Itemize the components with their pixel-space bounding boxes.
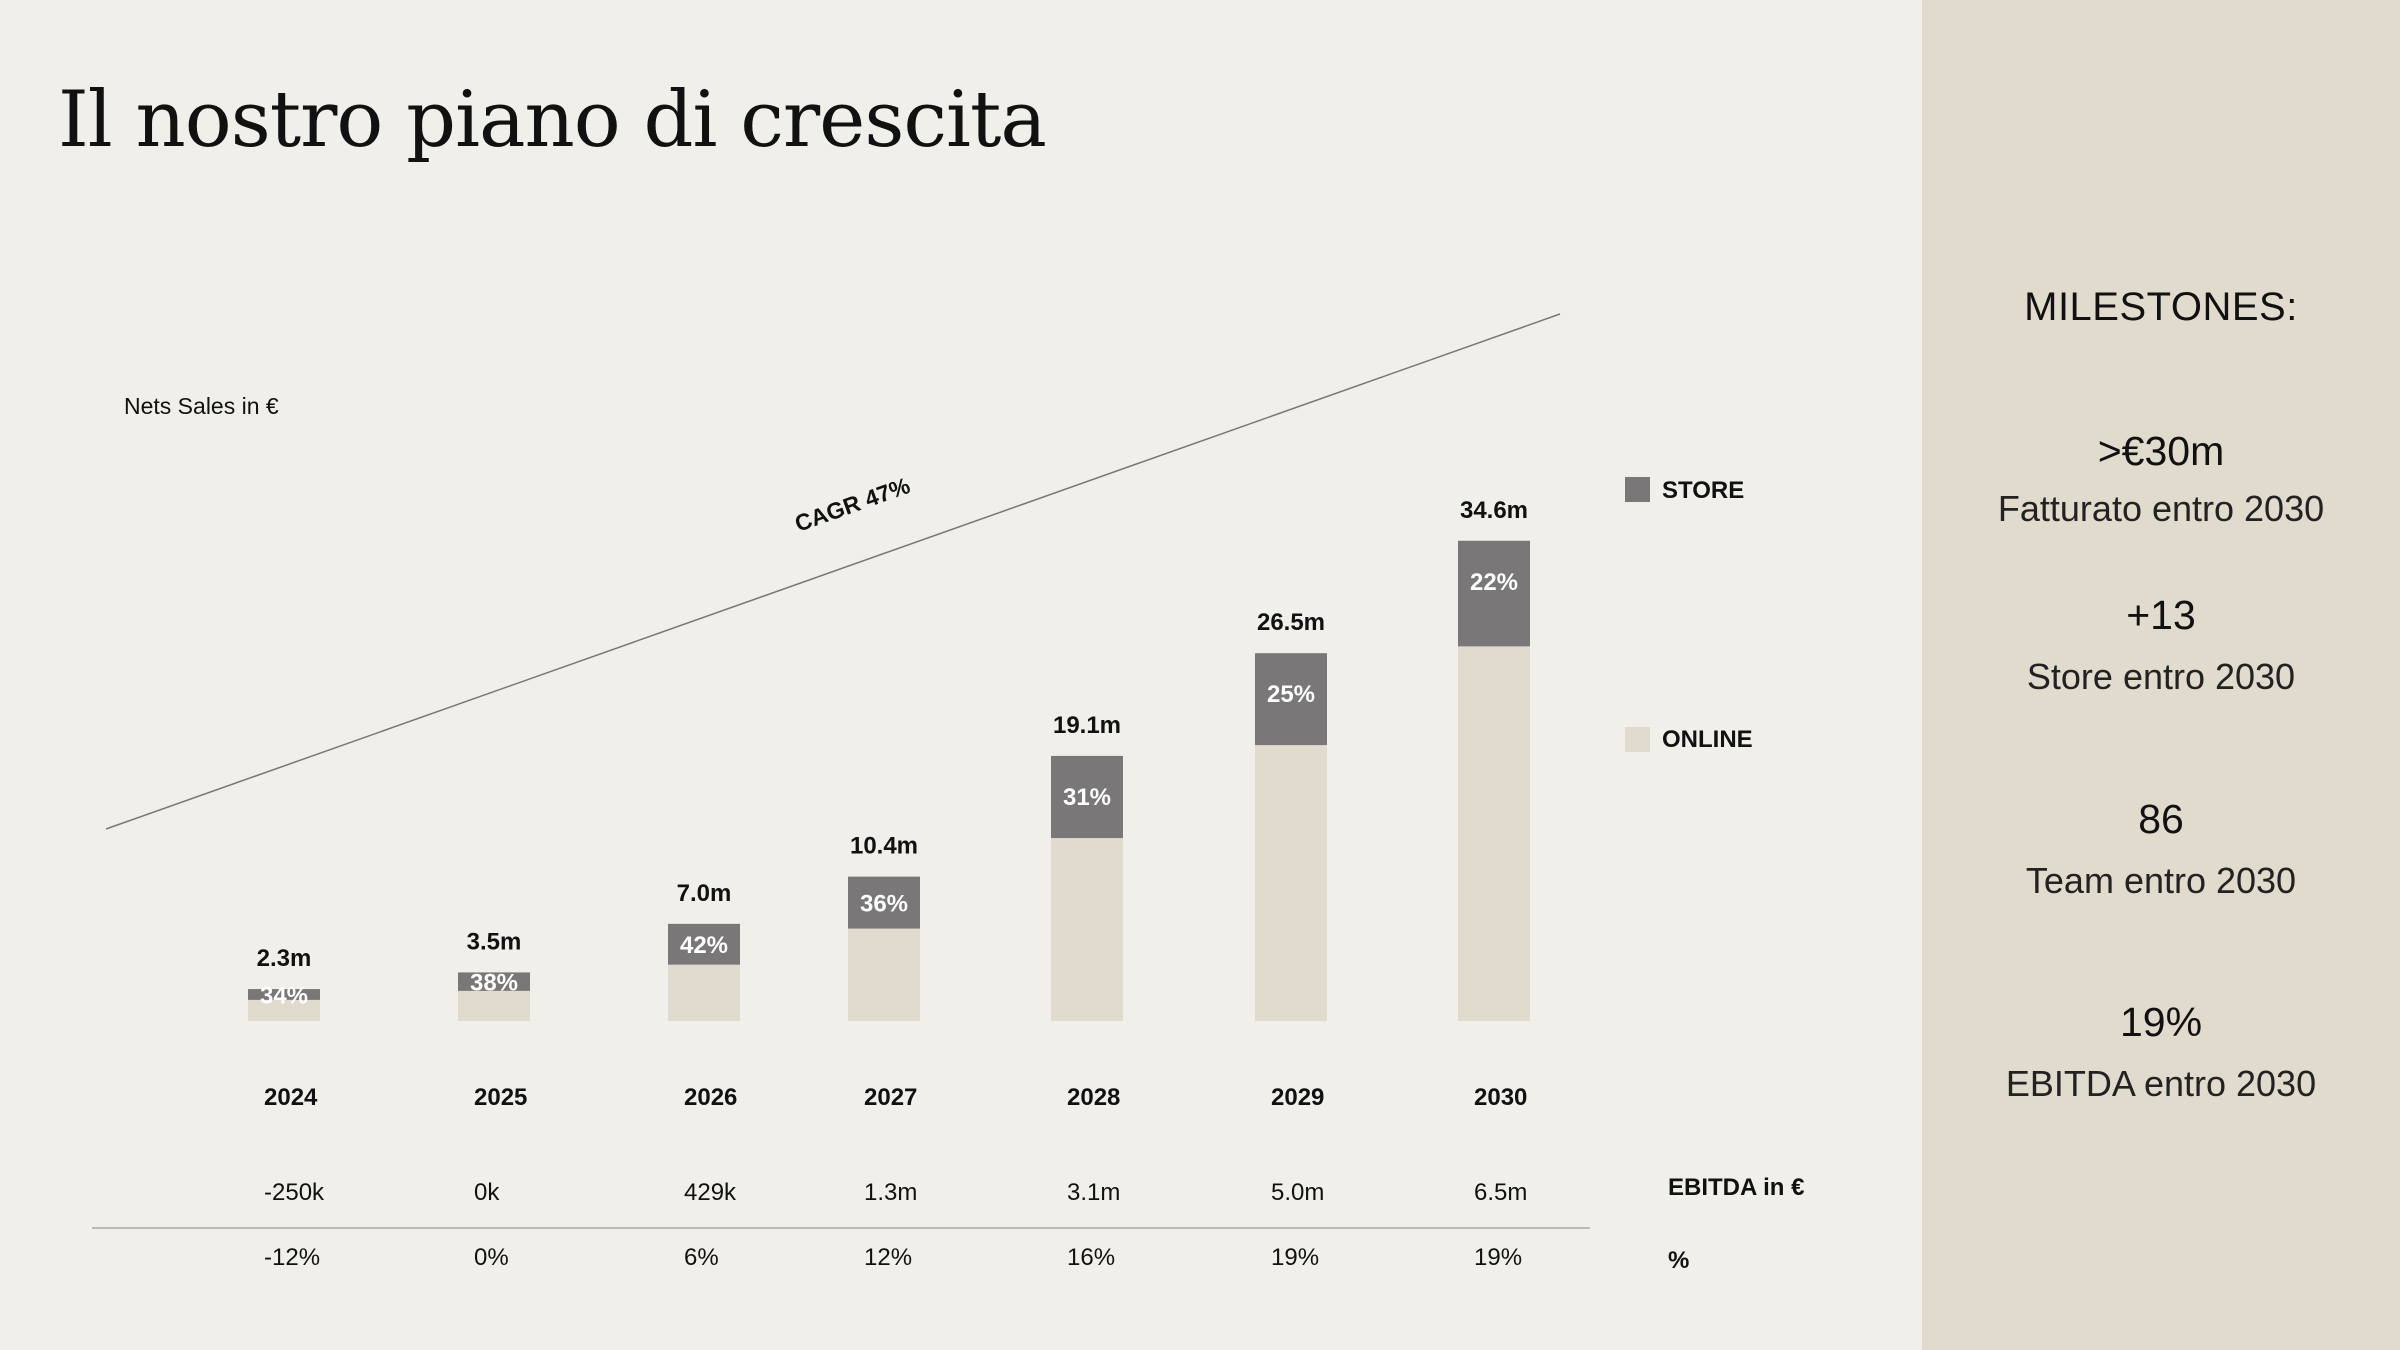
total-label-2024: 2.3m: [257, 945, 312, 972]
legend-online-label: ONLINE: [1662, 726, 1753, 753]
ebitda-value-2024: -250k: [264, 1179, 325, 1206]
bar-store-2026: [668, 923, 740, 965]
trend-line: [105, 313, 1561, 830]
net-sales-chart: CAGR 47% Nets Sales in € 34% 2.3m 2024 -250k -…: [92, 313, 1804, 1274]
cagr-label: CAGR 47%: [791, 472, 913, 537]
total-label-2025: 3.5m: [467, 928, 522, 955]
store-share-label-2028: 31%: [1063, 784, 1111, 811]
store-share-label-2026: 42%: [680, 932, 728, 959]
total-label-2026: 7.0m: [677, 880, 732, 907]
milestone-stores-value: +13: [2126, 592, 2196, 638]
bar-online-2030: [1458, 646, 1530, 1021]
ebitda-value-2030: 6.5m: [1474, 1179, 1527, 1206]
bar-store-2030: [1458, 540, 1530, 647]
store-share-label-2030: 22%: [1470, 569, 1518, 596]
x-tick-2026: 2026: [684, 1084, 737, 1111]
ebitda-pct-row-label: %: [1668, 1247, 1689, 1274]
ebitda-pct-2028: 16%: [1067, 1244, 1115, 1271]
store-share-label-2024: 34%: [260, 982, 308, 1009]
total-label-2028: 19.1m: [1053, 712, 1121, 739]
bar-online-2026: [668, 964, 740, 1021]
x-tick-2025: 2025: [474, 1084, 527, 1111]
ebitda-pct-2024: -12%: [264, 1244, 320, 1271]
bar-online-2027: [848, 928, 920, 1021]
milestones-heading: MILESTONES:: [2024, 285, 2298, 329]
milestone-team-label: Team entro 2030: [2025, 860, 2297, 901]
milestone-revenue-label: Fatturato entro 2030: [1997, 488, 2325, 529]
store-share-label-2027: 36%: [860, 891, 908, 918]
milestone-revenue-value: >€30m: [2097, 428, 2225, 474]
bar-online-2025: [458, 990, 530, 1021]
ebitda-value-2025: 0k: [474, 1179, 500, 1206]
x-tick-2024: 2024: [264, 1084, 318, 1111]
x-tick-2029: 2029: [1271, 1084, 1324, 1111]
milestone-stores-label: Store entro 2030: [2026, 656, 2296, 697]
bar-store-2027: [848, 876, 920, 929]
ebitda-value-2029: 5.0m: [1271, 1179, 1324, 1206]
milestone-ebitda-label: EBITDA entro 2030: [2005, 1063, 2317, 1104]
ebitda-row-label: EBITDA in €: [1668, 1174, 1804, 1201]
total-label-2027: 10.4m: [850, 833, 918, 860]
milestones-panel: MILESTONES: >€30m Fatturato entro 2030 +…: [1922, 0, 2400, 1350]
ebitda-value-2027: 1.3m: [864, 1179, 917, 1206]
x-tick-2030: 2030: [1474, 1084, 1527, 1111]
bar-store-2028: [1051, 755, 1123, 839]
milestone-ebitda-value: 19%: [2119, 999, 2203, 1045]
x-tick-2028: 2028: [1067, 1084, 1120, 1111]
store-share-label-2025: 38%: [470, 970, 518, 997]
ebitda-pct-2030: 19%: [1474, 1244, 1522, 1271]
legend-store-swatch: [1625, 477, 1650, 502]
ebitda-pct-2026: 6%: [684, 1244, 719, 1271]
ebitda-pct-2029: 19%: [1271, 1244, 1319, 1271]
ebitda-pct-2025: 0%: [474, 1244, 509, 1271]
bar-online-2028: [1051, 838, 1123, 1021]
ebitda-pct-2027: 12%: [864, 1244, 912, 1271]
store-share-label-2029: 25%: [1267, 681, 1315, 708]
legend-store-label: STORE: [1662, 477, 1744, 504]
bar-store-2029: [1255, 653, 1327, 746]
total-label-2030: 34.6m: [1460, 497, 1528, 524]
y-axis-label: Nets Sales in €: [124, 393, 279, 419]
milestone-team-value: 86: [2138, 796, 2184, 842]
bar-online-2029: [1255, 745, 1327, 1021]
total-label-2029: 26.5m: [1257, 609, 1325, 636]
x-tick-2027: 2027: [864, 1084, 917, 1111]
ebitda-value-2026: 429k: [684, 1179, 737, 1206]
legend-online-swatch: [1625, 727, 1650, 752]
ebitda-value-2028: 3.1m: [1067, 1179, 1120, 1206]
bar-online-2024: [248, 999, 320, 1021]
page-title: Il nostro piano di crescita: [58, 75, 1047, 165]
bar-store-2025: [458, 972, 530, 991]
bar-store-2024: [248, 989, 320, 1000]
